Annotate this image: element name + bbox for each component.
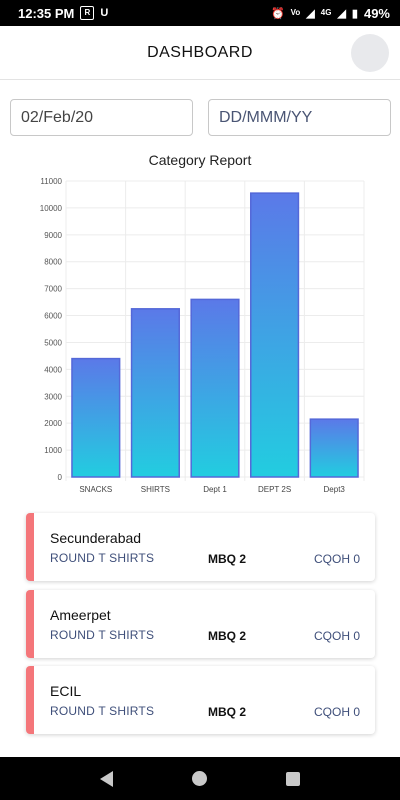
back-icon	[100, 770, 114, 787]
report-card[interactable]: Secunderabad ROUND T SHIRTS MBQ 2 CQOH 0	[26, 513, 375, 581]
y-tick-label: 1000	[44, 446, 62, 455]
card-mbq: MBQ 2	[208, 552, 247, 566]
card-cqoh: CQOH 0	[313, 629, 360, 643]
recent-apps-icon	[286, 771, 301, 786]
x-tick-label: DEPT 2S	[258, 485, 291, 494]
card-location: ECIL	[50, 683, 82, 699]
status-bar: 12:35 PM R U ⏰ Vo ◢ 4G ◢ ▮ 49%	[0, 0, 400, 26]
avatar[interactable]	[351, 34, 389, 72]
y-tick-label: 8000	[44, 258, 62, 267]
x-tick-label: SNACKS	[79, 485, 112, 494]
bar-snacks[interactable]	[71, 357, 121, 478]
card-accent-bar	[26, 590, 34, 658]
card-location: Secunderabad	[50, 530, 142, 546]
from-date-input[interactable]	[10, 99, 193, 136]
card-mbq: MBQ 2	[208, 705, 247, 719]
y-tick-label: 7000	[44, 285, 62, 294]
y-tick-label: 11000	[40, 177, 62, 186]
signal-icon-2: ◢	[337, 7, 346, 20]
report-card[interactable]: Ameerpet ROUND T SHIRTS MBQ 2 CQOH 0	[26, 590, 375, 658]
y-tick-label: 3000	[44, 392, 62, 401]
x-tick-label: Dept3	[324, 485, 346, 494]
network-type-label: 4G	[320, 8, 332, 17]
card-cqoh: CQOH 0	[313, 705, 360, 719]
bar-dept-2s[interactable]	[250, 192, 300, 478]
card-item-name: ROUND T SHIRTS	[50, 628, 155, 642]
navigation-bar	[0, 757, 400, 800]
y-tick-label: 4000	[44, 365, 62, 374]
card-mbq: MBQ 2	[208, 629, 247, 643]
back-button[interactable]	[97, 769, 117, 789]
card-cqoh: CQOH 0	[313, 552, 360, 566]
x-tick-label: SHIRTS	[141, 485, 170, 494]
page-title: DASHBOARD	[147, 43, 253, 61]
battery-icon: ▮	[351, 7, 358, 20]
report-card[interactable]: ECIL ROUND T SHIRTS MBQ 2 CQOH 0	[26, 666, 375, 734]
y-tick-label: 10000	[40, 204, 63, 213]
y-tick-label: 6000	[44, 312, 62, 321]
app-notification-icon: R	[80, 6, 95, 20]
home-icon	[192, 771, 208, 786]
home-button[interactable]	[190, 769, 210, 789]
volte-icon: Vo	[290, 8, 301, 17]
card-location: Ameerpet	[50, 607, 111, 623]
y-tick-label: 0	[58, 473, 63, 482]
battery-level: 49%	[363, 5, 390, 21]
card-accent-bar	[26, 666, 34, 734]
alarm-icon: ⏰	[270, 7, 285, 20]
card-accent-bar	[26, 513, 34, 581]
u-app-icon: U	[100, 7, 109, 19]
signal-icon: ◢	[306, 7, 315, 20]
category-report-chart: 0 1000 2000 3000 4000 5000 6000 7000 8000 9000 100…	[40, 177, 365, 494]
app-header: DASHBOARD	[0, 26, 400, 80]
y-tick-label: 5000	[44, 338, 62, 347]
bar-dept-1[interactable]	[190, 298, 240, 478]
status-time: 12:35 PM	[18, 5, 75, 21]
to-date-input[interactable]	[208, 99, 391, 136]
card-item-name: ROUND T SHIRTS	[50, 551, 155, 565]
recent-apps-button[interactable]	[283, 769, 303, 789]
y-tick-label: 9000	[44, 231, 62, 240]
bar-shirts[interactable]	[130, 308, 180, 478]
chart-title: Category Report	[148, 152, 252, 168]
x-tick-label: Dept 1	[203, 485, 227, 494]
bar-dept3[interactable]	[309, 418, 359, 478]
card-item-name: ROUND T SHIRTS	[50, 704, 155, 718]
y-tick-label: 2000	[44, 419, 62, 428]
